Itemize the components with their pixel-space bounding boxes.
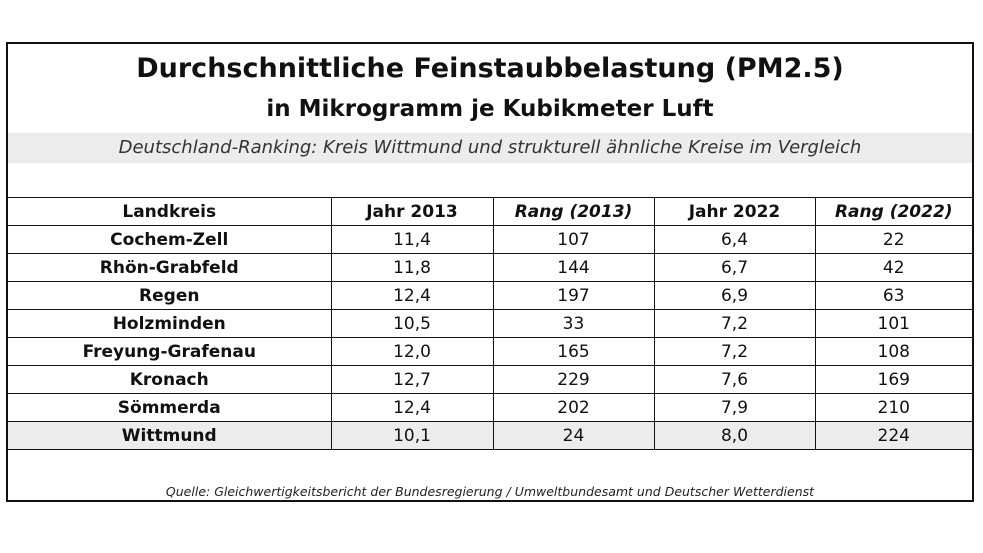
cell-rang-2022: 101 <box>814 309 972 338</box>
cell-rang-2022: 42 <box>814 253 972 282</box>
cell-jahr-2013: 10,1 <box>330 421 494 450</box>
page-title: Durchschnittliche Feinstaubbelastung (PM… <box>136 53 844 84</box>
column-header-rang-2022: Rang (2022) <box>814 197 972 226</box>
table-row: Freyung-Grafenau 12,0 165 7,2 108 <box>8 337 972 366</box>
cell-rang-2022: 108 <box>814 337 972 366</box>
cell-jahr-2013: 11,8 <box>330 253 494 282</box>
cell-jahr-2022: 7,6 <box>653 365 816 394</box>
cell-landkreis: Holzminden <box>8 309 332 338</box>
cell-jahr-2013: 12,7 <box>330 365 494 394</box>
column-header-jahr-2022: Jahr 2022 <box>653 197 816 226</box>
ranking-subtitle: Deutschland-Ranking: Kreis Wittmund und … <box>118 137 862 158</box>
cell-jahr-2022: 8,0 <box>653 421 816 450</box>
cell-jahr-2013: 11,4 <box>330 225 494 254</box>
cell-landkreis: Kronach <box>8 365 332 394</box>
cell-rang-2022: 210 <box>814 393 972 422</box>
cell-rang-2022: 169 <box>814 365 972 394</box>
cell-jahr-2022: 6,4 <box>653 225 816 254</box>
cell-landkreis: Sömmerda <box>8 393 332 422</box>
cell-landkreis: Wittmund <box>8 421 332 450</box>
cell-landkreis: Freyung-Grafenau <box>8 337 332 366</box>
cell-rang-2013: 24 <box>492 421 655 450</box>
cell-landkreis: Regen <box>8 281 332 310</box>
cell-rang-2022: 63 <box>814 281 972 310</box>
source-note: Quelle: Gleichwertigkeitsbericht der Bun… <box>165 484 815 499</box>
cell-rang-2013: 107 <box>492 225 655 254</box>
table-row: Regen 12,4 197 6,9 63 <box>8 281 972 310</box>
cell-jahr-2013: 10,5 <box>330 309 494 338</box>
cell-rang-2013: 202 <box>492 393 655 422</box>
cell-jahr-2022: 7,2 <box>653 309 816 338</box>
cell-rang-2022: 224 <box>814 421 972 450</box>
table-row: Holzminden 10,5 33 7,2 101 <box>8 309 972 338</box>
cell-rang-2013: 144 <box>492 253 655 282</box>
column-header-rang-2013: Rang (2013) <box>492 197 655 226</box>
cell-rang-2013: 33 <box>492 309 655 338</box>
cell-rang-2022: 22 <box>814 225 972 254</box>
page-subtitle-unit: in Mikrogramm je Kubikmeter Luft <box>266 96 714 122</box>
cell-rang-2013: 229 <box>492 365 655 394</box>
table-header-row: Landkreis Jahr 2013 Rang (2013) Jahr 202… <box>8 197 972 226</box>
cell-jahr-2022: 7,9 <box>653 393 816 422</box>
cell-jahr-2022: 6,9 <box>653 281 816 310</box>
column-header-jahr-2013: Jahr 2013 <box>330 197 494 226</box>
table-row: Kronach 12,7 229 7,6 169 <box>8 365 972 394</box>
table-row: Rhön-Grabfeld 11,8 144 6,7 42 <box>8 253 972 282</box>
cell-jahr-2013: 12,4 <box>330 393 494 422</box>
cell-rang-2013: 197 <box>492 281 655 310</box>
cell-jahr-2013: 12,4 <box>330 281 494 310</box>
cell-jahr-2022: 7,2 <box>653 337 816 366</box>
cell-landkreis: Rhön-Grabfeld <box>8 253 332 282</box>
column-header-landkreis: Landkreis <box>8 197 332 226</box>
table-row: Sömmerda 12,4 202 7,9 210 <box>8 393 972 422</box>
cell-jahr-2013: 12,0 <box>330 337 494 366</box>
cell-rang-2013: 165 <box>492 337 655 366</box>
table-row-highlighted: Wittmund 10,1 24 8,0 224 <box>8 421 972 450</box>
cell-jahr-2022: 6,7 <box>653 253 816 282</box>
subtitle-band <box>8 133 972 163</box>
cell-landkreis: Cochem-Zell <box>8 225 332 254</box>
ranking-table: Landkreis Jahr 2013 Rang (2013) Jahr 202… <box>8 197 972 450</box>
table-row: Cochem-Zell 11,4 107 6,4 22 <box>8 225 972 254</box>
infographic-frame: Durchschnittliche Feinstaubbelastung (PM… <box>6 42 974 502</box>
